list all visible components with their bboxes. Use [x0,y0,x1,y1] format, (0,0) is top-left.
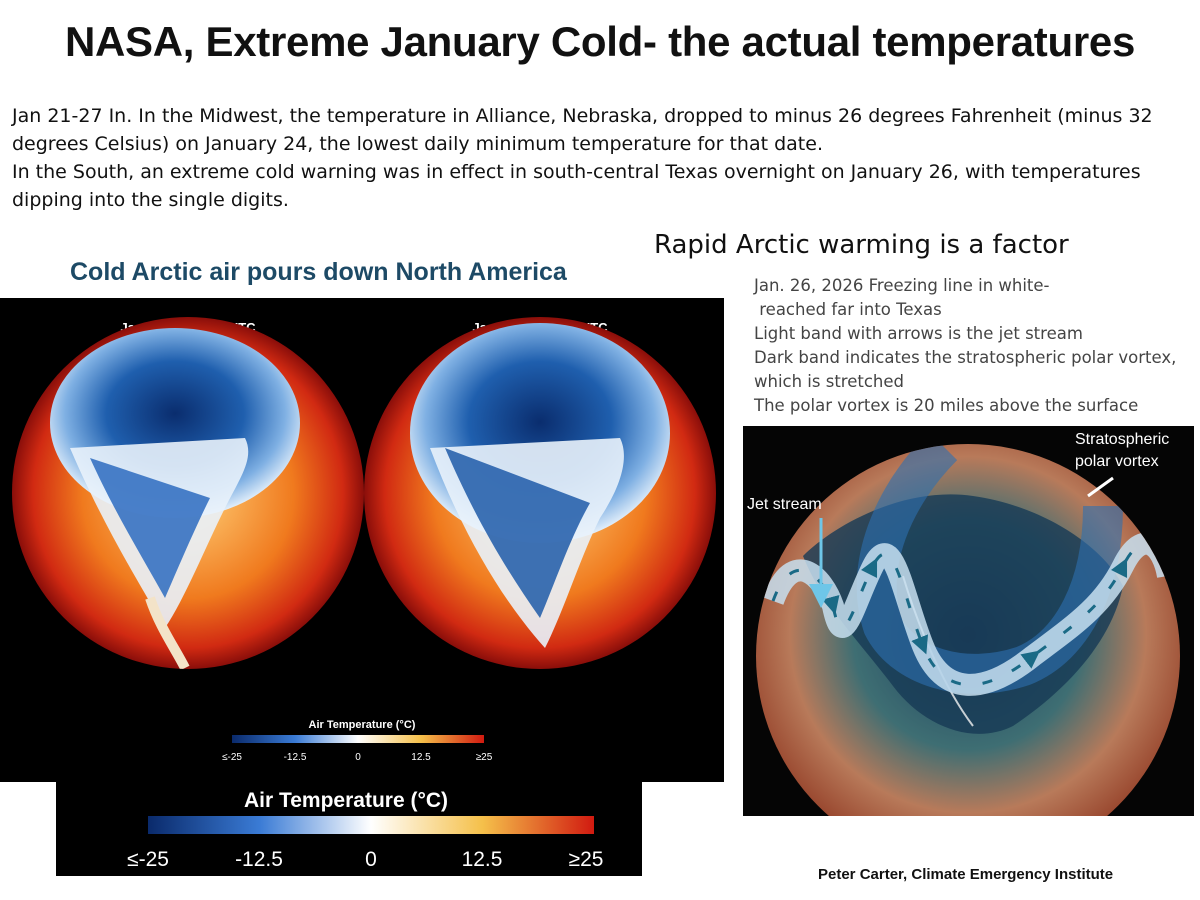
large-legend-title: Air Temperature (°C) [244,789,448,812]
note-line: reached far into Texas [754,300,942,319]
note-line: Jan. 26, 2026 Freezing line in white- [754,276,1050,295]
large-legend-panel: Air Temperature (°C) ≤-25 -12.5 0 12.5 ≥… [56,782,642,876]
small-legend-tick: ≤-25 [222,752,242,763]
small-legend: Air Temperature (°C) ≤-25 -12.5 0 12.5 ≥… [222,719,493,763]
jet-stream-label: Jet stream [747,496,822,513]
note-line: Light band with arrows is the jet stream [754,324,1083,343]
page-title: NASA, Extreme January Cold- the actual t… [64,18,1136,65]
vortex-label-line2: polar vortex [1075,453,1159,470]
globe-january-27 [364,317,716,669]
small-legend-bar [232,735,484,743]
large-legend-tick: -12.5 [235,848,283,871]
intro-text: Jan 21-27 In. In the Midwest, the temper… [12,102,1162,214]
note-line: Dark band indicates the stratospheric po… [754,348,1177,367]
small-legend-tick: -12.5 [284,752,307,763]
small-legend-tick: 0 [355,752,361,763]
small-legend-title: Air Temperature (°C) [309,719,416,731]
temperature-globes-panel: January 21 09:00 UTC January 27 09:00 UT… [0,298,724,782]
large-legend-tick: ≤-25 [127,848,169,871]
right-heading: Rapid Arctic warming is a factor [654,230,1069,260]
polar-vortex-figure: Jet stream Stratospheric polar vortex [747,431,1180,868]
polar-vortex-map: Jet stream Stratospheric polar vortex [743,426,1194,868]
small-legend-tick: ≥25 [476,752,493,763]
small-legend-tick: 12.5 [411,752,431,763]
intro-paragraph-1: Jan 21-27 In. In the Midwest, the temper… [12,105,1153,155]
left-heading: Cold Arctic air pours down North America [70,258,567,286]
large-legend-tick: 0 [365,848,377,871]
note-line: which is stretched [754,372,904,391]
globe-january-21 [12,317,364,669]
vortex-notes: Jan. 26, 2026 Freezing line in white- re… [754,274,1194,418]
large-legend-bar [148,816,594,834]
vortex-label-line1: Stratospheric [1075,431,1169,448]
large-legend-tick: ≥25 [569,848,604,871]
globes-figure: January 21 09:00 UTC January 27 09:00 UT… [12,317,716,763]
note-line: The polar vortex is 20 miles above the s… [754,396,1139,415]
intro-paragraph-2: In the South, an extreme cold warning wa… [12,161,1141,211]
credit-line: Peter Carter, Climate Emergency Institut… [818,866,1114,883]
vortex-pointer [1087,476,1114,498]
large-legend: Air Temperature (°C) ≤-25 -12.5 0 12.5 ≥… [127,789,604,871]
large-legend-tick: 12.5 [462,848,503,871]
